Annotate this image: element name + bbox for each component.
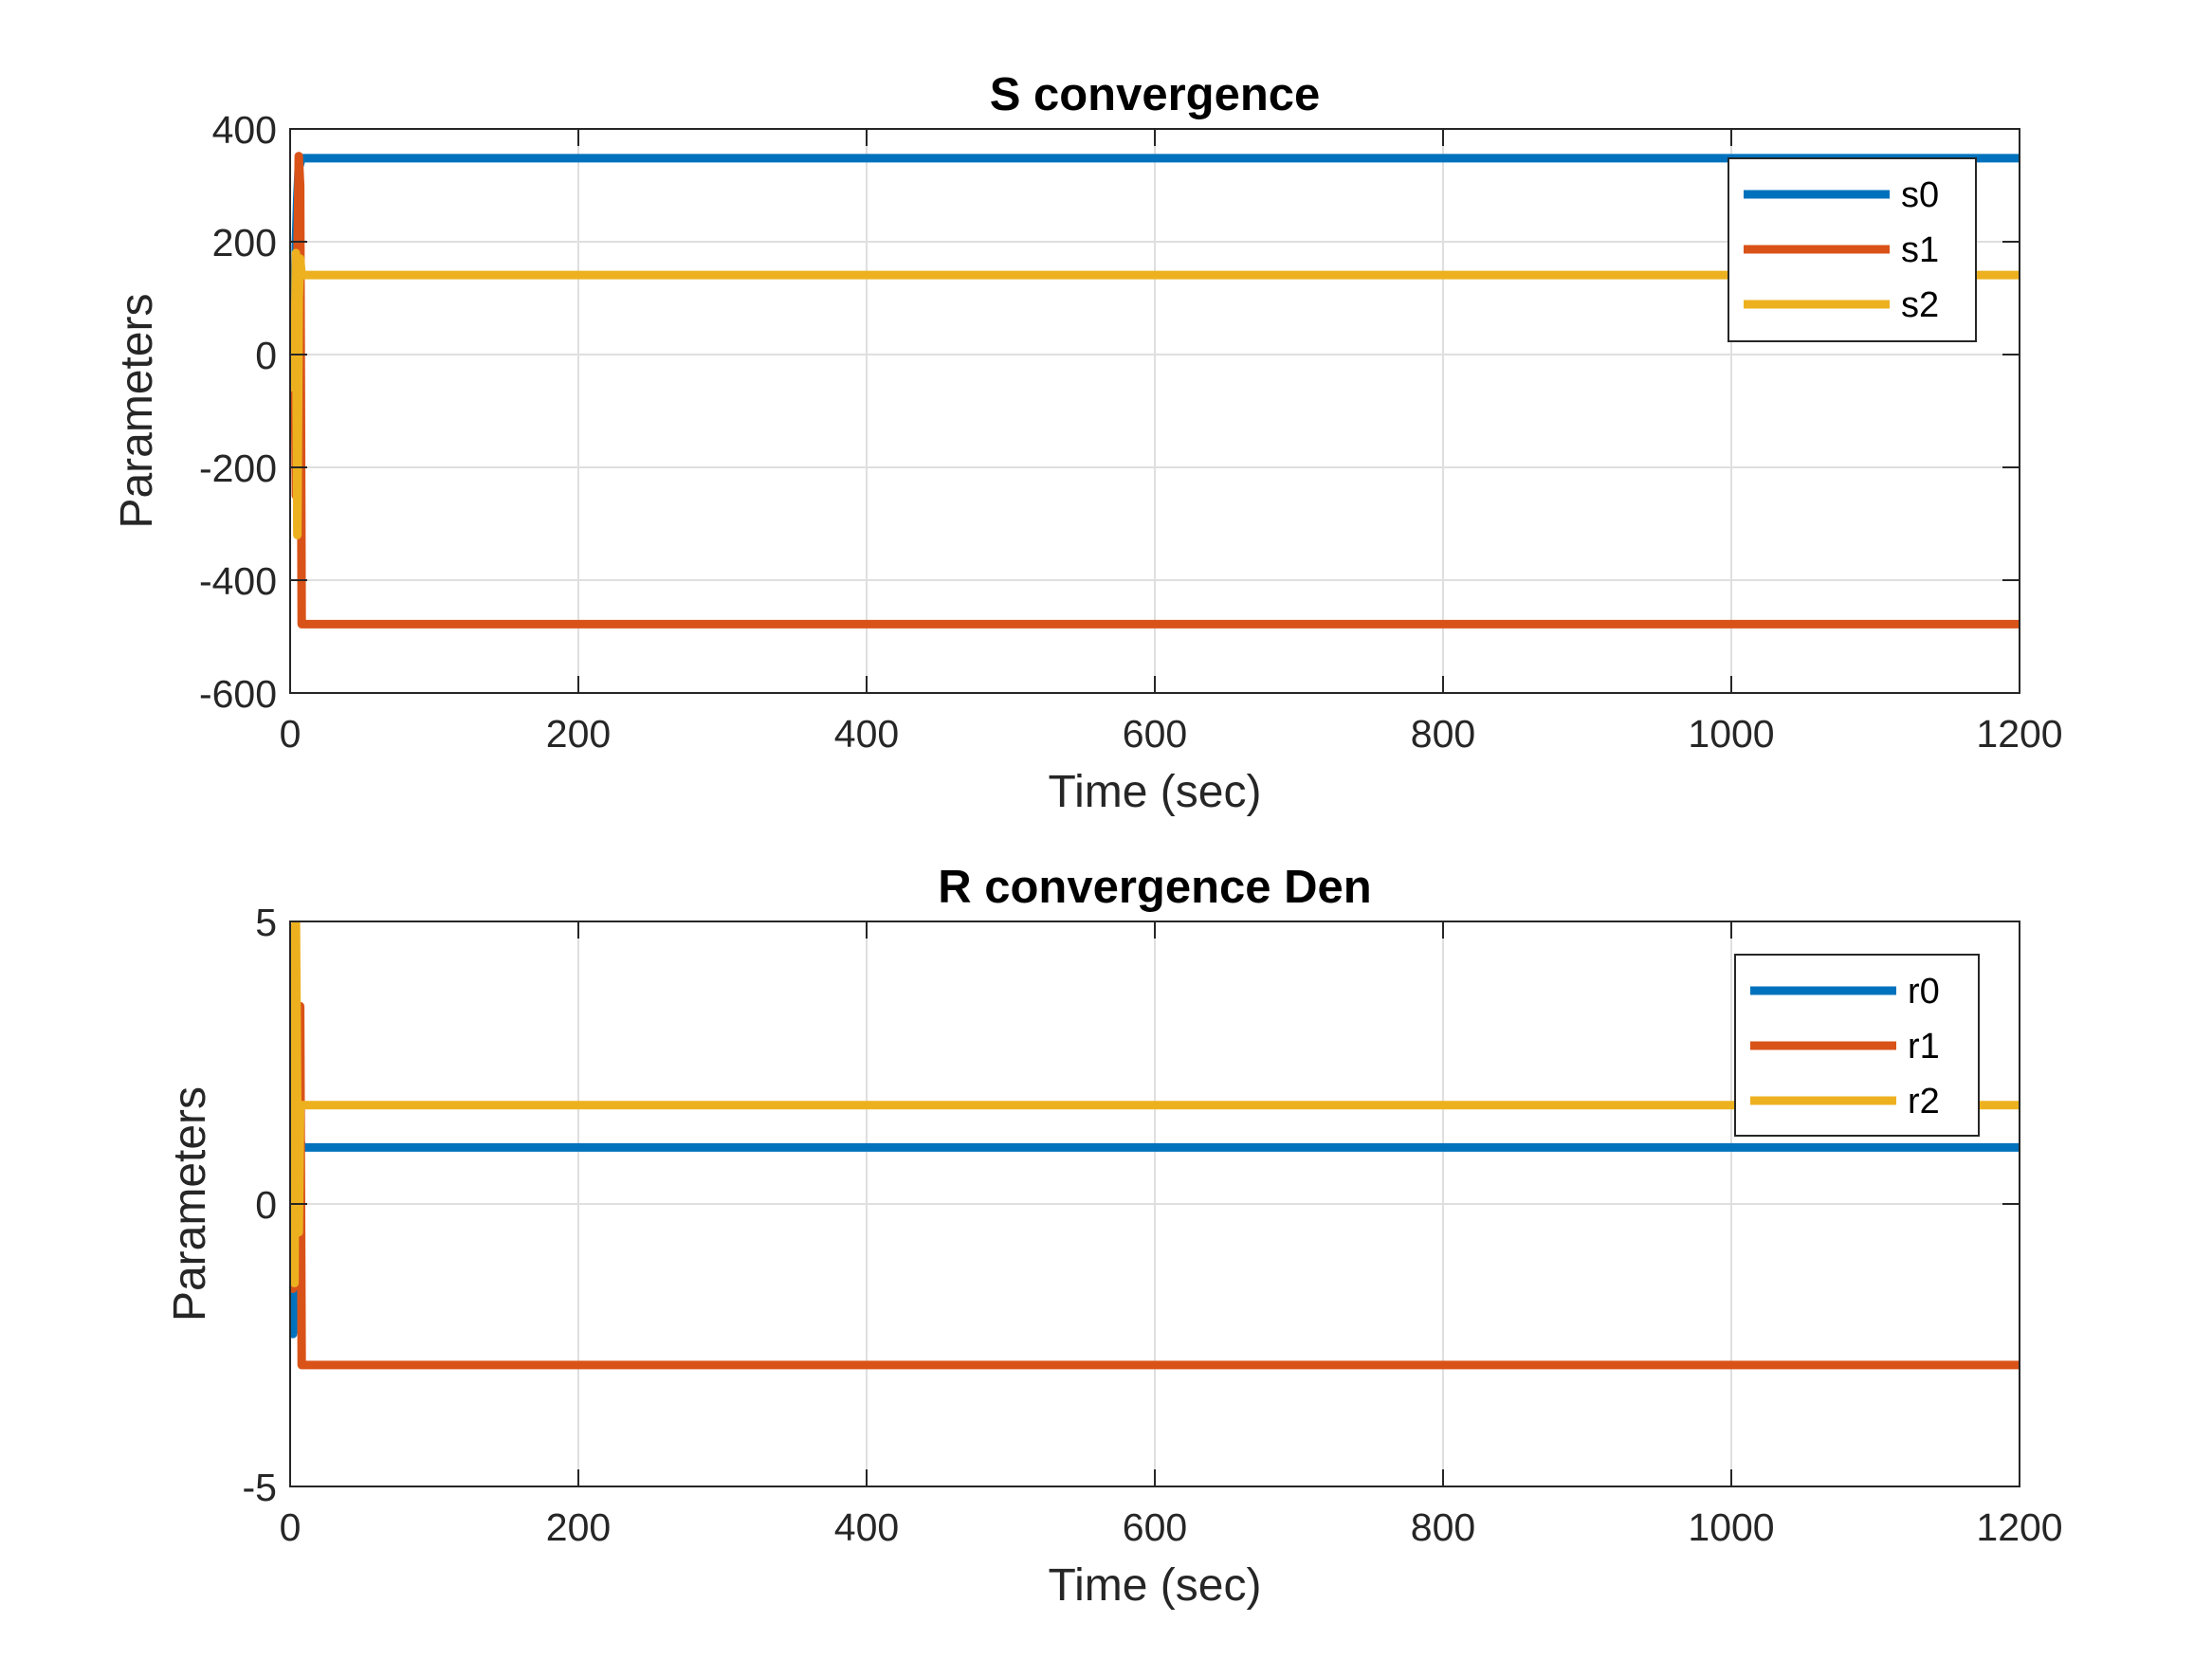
x-tick-label: 400 — [834, 1505, 899, 1549]
x-tick-label: 1000 — [1688, 712, 1774, 756]
x-axis-label: Time (sec) — [1049, 1560, 1262, 1611]
x-tick-label: 200 — [546, 712, 611, 756]
legend-label-s2: s2 — [1901, 285, 1939, 325]
y-tick-label: 200 — [212, 221, 277, 264]
y-tick-label: -400 — [199, 559, 277, 603]
x-tick-label: 600 — [1123, 712, 1187, 756]
y-axis-label: Parameters — [112, 293, 162, 528]
legend: r0 r1 r2 — [1734, 954, 1980, 1137]
y-tick-label: -5 — [243, 1466, 277, 1509]
series-group — [290, 921, 2020, 1370]
x-tick-label: 800 — [1411, 1505, 1475, 1549]
x-tick-label: 0 — [280, 712, 302, 756]
y-tick-label: 0 — [255, 334, 277, 377]
legend-label-r0: r0 — [1908, 972, 1940, 1012]
y-axis-label: Parameters — [165, 1086, 215, 1322]
x-tick-label: 400 — [834, 712, 899, 756]
x-tick-label: 600 — [1123, 1505, 1187, 1549]
ticks: 0 200 400 600 800 1000 1200 400 200 0 -200 -400 -600 — [199, 108, 2063, 756]
x-tick-label: 1200 — [1976, 712, 2062, 756]
legend: s0 s1 s2 — [1728, 157, 1977, 342]
chart-title: R convergence Den — [938, 862, 1372, 913]
x-tick-label: 0 — [280, 1505, 302, 1549]
y-tick-label: 400 — [212, 108, 277, 152]
y-tick-label: 5 — [255, 901, 277, 944]
x-tick-label: 800 — [1411, 712, 1475, 756]
grid — [290, 921, 2020, 1486]
y-tick-label: -600 — [199, 672, 277, 716]
legend-label-r2: r2 — [1908, 1082, 1940, 1121]
y-tick-label: 0 — [255, 1183, 277, 1227]
x-tick-label: 1200 — [1976, 1505, 2062, 1549]
chart-1: 0 200 400 600 800 1000 1200 400 200 0 -200 -400 -600… — [112, 69, 2063, 817]
x-axis-label: Time (sec) — [1049, 767, 1262, 817]
chart-title: S convergence — [990, 69, 1321, 120]
legend-label-s1: s1 — [1901, 230, 1939, 270]
x-tick-label: 200 — [546, 1505, 611, 1549]
series-group — [290, 152, 2020, 629]
series-line-s2 — [290, 248, 2020, 539]
legend-label-s0: s0 — [1901, 175, 1939, 215]
series-line-r2 — [290, 921, 2020, 1287]
x-tick-label: 1000 — [1688, 1505, 1774, 1549]
legend-label-r1: r1 — [1908, 1027, 1940, 1066]
y-tick-label: -200 — [199, 447, 277, 490]
